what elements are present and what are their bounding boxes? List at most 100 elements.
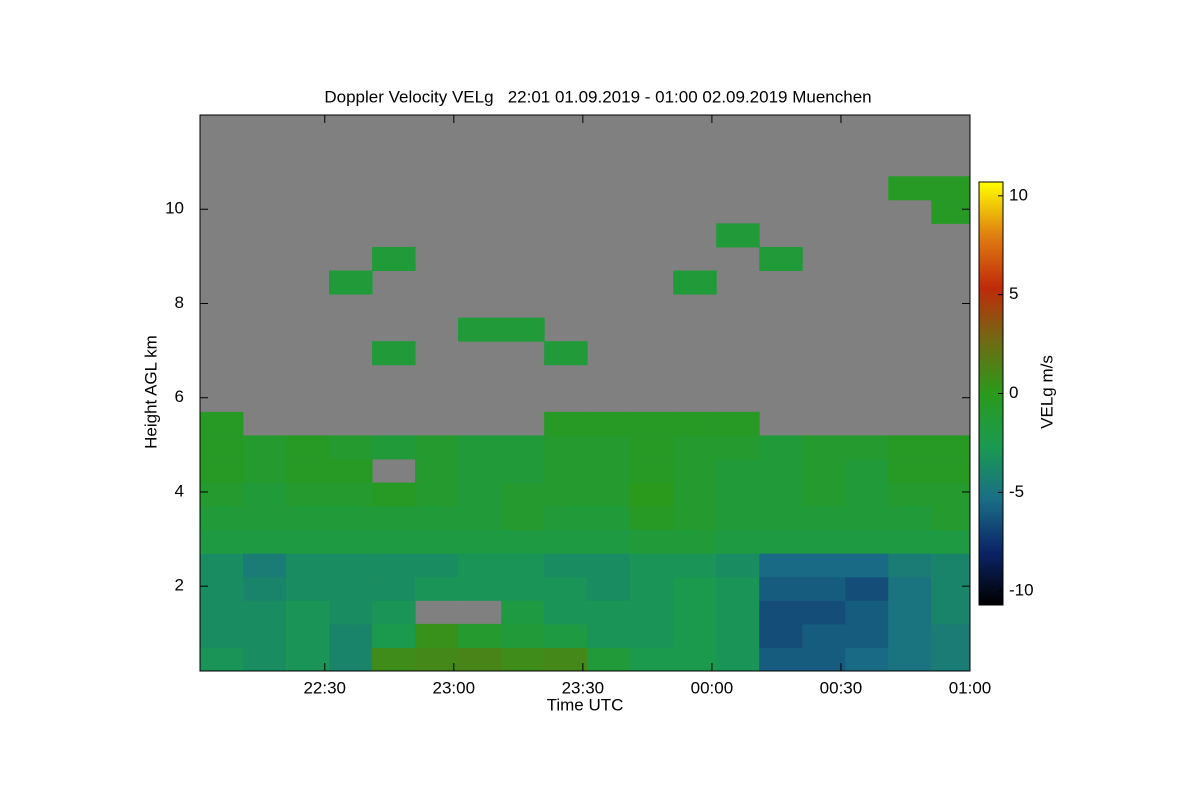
heatmap-cell [243,553,287,578]
heatmap-cell [501,553,545,578]
heatmap-cell [802,458,846,484]
heatmap-cell [372,529,416,554]
heatmap-cell [673,600,717,625]
heatmap-cell [286,458,330,484]
heatmap-cell [888,647,932,671]
heatmap-cell [458,435,502,460]
heatmap-cell [845,576,889,601]
heatmap-cell [415,435,459,460]
heatmap-cell [630,600,674,625]
heatmap-cell [200,647,244,671]
heatmap-cell [759,482,803,507]
y-tick-label: 4 [175,481,184,500]
heatmap-cell [759,435,803,460]
heatmap-cell [630,623,674,648]
heatmap-cell [845,529,889,554]
heatmap-cell [501,506,545,531]
heatmap-cell [716,529,760,554]
heatmap-cell [845,647,889,671]
colorbar-tick-label: 10 [1009,185,1028,204]
heatmap-cell [458,317,502,342]
heatmap-cell [501,458,545,484]
heatmap-cell [802,623,846,648]
heatmap-cell [501,317,545,342]
heatmap-cell [630,458,674,484]
heatmap-cell [888,600,932,625]
heatmap-cell [931,576,970,601]
colorbar-tick-label: 5 [1009,284,1018,303]
heatmap-cell [587,482,631,507]
heatmap-cell [673,576,717,601]
heatmap-cell [888,623,932,648]
colorbar-tick-label: -10 [1009,581,1034,600]
heatmap-cell [286,529,330,554]
heatmap-cell [329,600,373,625]
heatmap-cell [759,553,803,578]
heatmap-cell [845,458,889,484]
heatmap-cell [329,270,373,295]
heatmap-cell [759,576,803,601]
heatmap-cell [243,482,287,507]
heatmap-cell [673,411,717,436]
heatmap-cell [458,482,502,507]
heatmap-cell [243,623,287,648]
heatmap-cell [200,600,244,625]
heatmap-cell [802,647,846,671]
heatmap-cell [200,506,244,531]
heatmap-cell [716,576,760,601]
heatmap-cell [372,246,416,271]
x-tick-label: 00:00 [691,678,734,697]
heatmap-cell [200,623,244,648]
heatmap-cell [372,482,416,507]
heatmap-cell [458,458,502,484]
heatmap-cell [501,576,545,601]
heatmap-cell [544,435,588,460]
heatmap-cell [372,600,416,625]
heatmap-cell [329,647,373,671]
heatmap-cell [673,482,717,507]
heatmap-cell [415,576,459,601]
heatmap-cell [329,506,373,531]
heatmap-cell [329,482,373,507]
heatmap-cell [458,553,502,578]
heatmap-cell [544,576,588,601]
heatmap-cell [372,576,416,601]
x-tick-label: 01:00 [949,678,992,697]
heatmap-cell [587,411,631,436]
heatmap-cell [931,529,970,554]
heatmap-cell [587,623,631,648]
heatmap-cell [286,647,330,671]
heatmap-cell [802,576,846,601]
heatmap-cell [415,647,459,671]
heatmap-cell [630,506,674,531]
y-axis-title: Height AGL km [141,335,160,449]
heatmap-cell [630,647,674,671]
heatmap-cell [888,529,932,554]
colorbar-tick-label: -5 [1009,482,1024,501]
heatmap-cell [587,529,631,554]
heatmap-cell [200,576,244,601]
heatmap-cell [458,647,502,671]
heatmap-cell [716,506,760,531]
heatmap-cell [716,435,760,460]
heatmap-cell [587,576,631,601]
heatmap-cell [759,246,803,271]
x-tick-label: 22:30 [303,678,346,697]
x-tick-label: 23:30 [562,678,605,697]
heatmap-cell [759,647,803,671]
y-tick-label: 6 [175,387,184,406]
heatmap-cell [759,529,803,554]
heatmap-cell [931,647,970,671]
heatmap-cell [329,529,373,554]
heatmap-cell [673,458,717,484]
heatmap-cell [501,529,545,554]
heatmap-cell [845,482,889,507]
heatmap-cell [931,506,970,531]
heatmap-cell [329,553,373,578]
heatmap-cell [243,506,287,531]
heatmap-cell [200,482,244,507]
heatmap-cell [673,647,717,671]
heatmap-cell [587,647,631,671]
heatmap-cell [544,529,588,554]
